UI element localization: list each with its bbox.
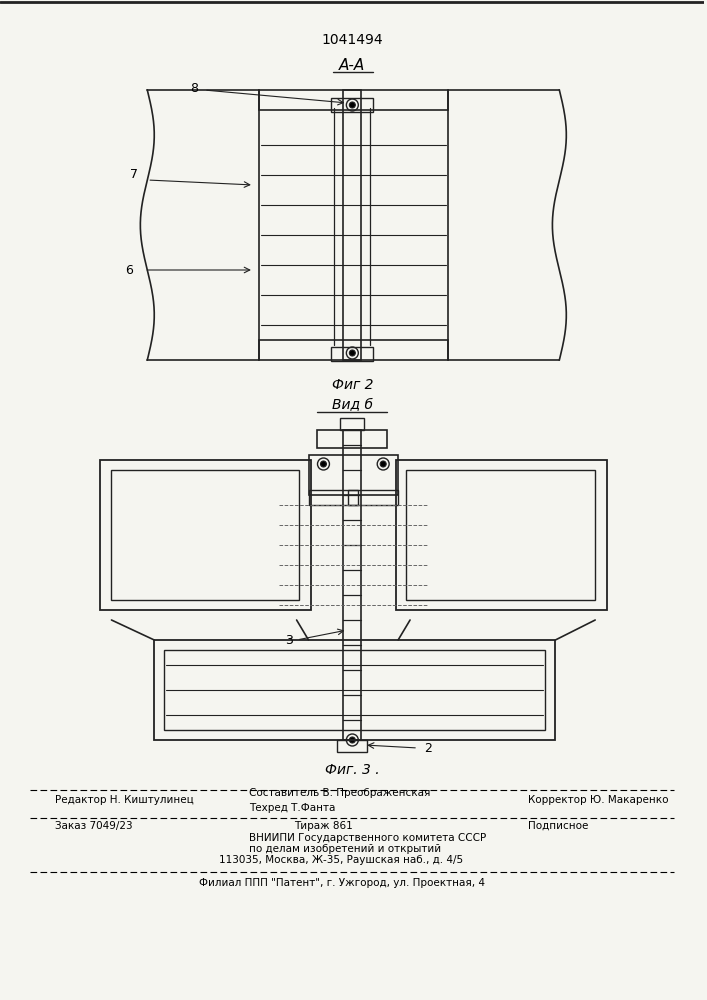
Bar [259,340,448,360]
Text: 8: 8 [190,82,198,95]
Bar [396,460,607,610]
Circle shape [380,461,386,467]
Text: Фиг. 3 .: Фиг. 3 . [325,763,380,777]
Bar [308,455,398,495]
Bar [100,460,310,610]
Bar [332,98,373,112]
Bar [340,418,364,430]
Text: Редактор Н. Киштулинец: Редактор Н. Киштулинец [54,795,194,805]
Bar [164,650,545,730]
Text: Корректор Ю. Макаренко: Корректор Ю. Макаренко [527,795,668,805]
Text: Техред Т.Фанта: Техред Т.Фанта [249,803,335,813]
Bar [112,470,298,600]
Bar [344,430,361,740]
Circle shape [320,461,327,467]
Text: A-A: A-A [339,57,366,73]
Text: ВНИИПИ Государственного комитета СССР: ВНИИПИ Государственного комитета СССР [249,833,486,843]
Text: по делам изобретений и открытий: по делам изобретений и открытий [249,844,441,854]
Text: Филиал ППП "Патент", г. Ужгород, ул. Проектная, 4: Филиал ППП "Патент", г. Ужгород, ул. Про… [199,878,485,888]
Text: Составитель В. Преображенская: Составитель В. Преображенская [249,788,430,798]
Text: Заказ 7049/23: Заказ 7049/23 [54,821,132,831]
Bar [308,490,358,505]
Bar [317,430,387,448]
Text: Подписное: Подписное [527,821,588,831]
Circle shape [349,102,356,108]
Bar [259,90,448,110]
Text: 2: 2 [424,742,432,754]
Bar [406,470,595,600]
Text: 113035, Москва, Ж-35, Раушская наб., д. 4/5: 113035, Москва, Ж-35, Раушская наб., д. … [219,855,463,865]
Text: Тираж 861: Тираж 861 [293,821,352,831]
Bar [337,740,367,752]
Text: Вид б: Вид б [332,398,373,412]
Circle shape [349,737,356,743]
Text: 7: 7 [130,168,139,182]
Text: 3: 3 [285,634,293,647]
Text: 1041494: 1041494 [322,33,383,47]
Bar [344,90,361,360]
Bar [349,490,398,505]
Bar [154,640,556,740]
Bar [332,347,373,361]
Circle shape [349,350,356,356]
Text: 6: 6 [125,263,134,276]
Text: Фиг 2: Фиг 2 [332,378,373,392]
